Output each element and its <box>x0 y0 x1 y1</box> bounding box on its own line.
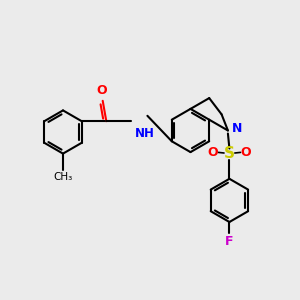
Text: CH₃: CH₃ <box>53 172 73 182</box>
Text: NH: NH <box>134 127 154 140</box>
Text: S: S <box>224 146 235 161</box>
Text: F: F <box>225 235 234 248</box>
Text: N: N <box>232 122 242 135</box>
Text: O: O <box>208 146 218 159</box>
Text: O: O <box>96 84 106 97</box>
Text: O: O <box>241 146 251 159</box>
